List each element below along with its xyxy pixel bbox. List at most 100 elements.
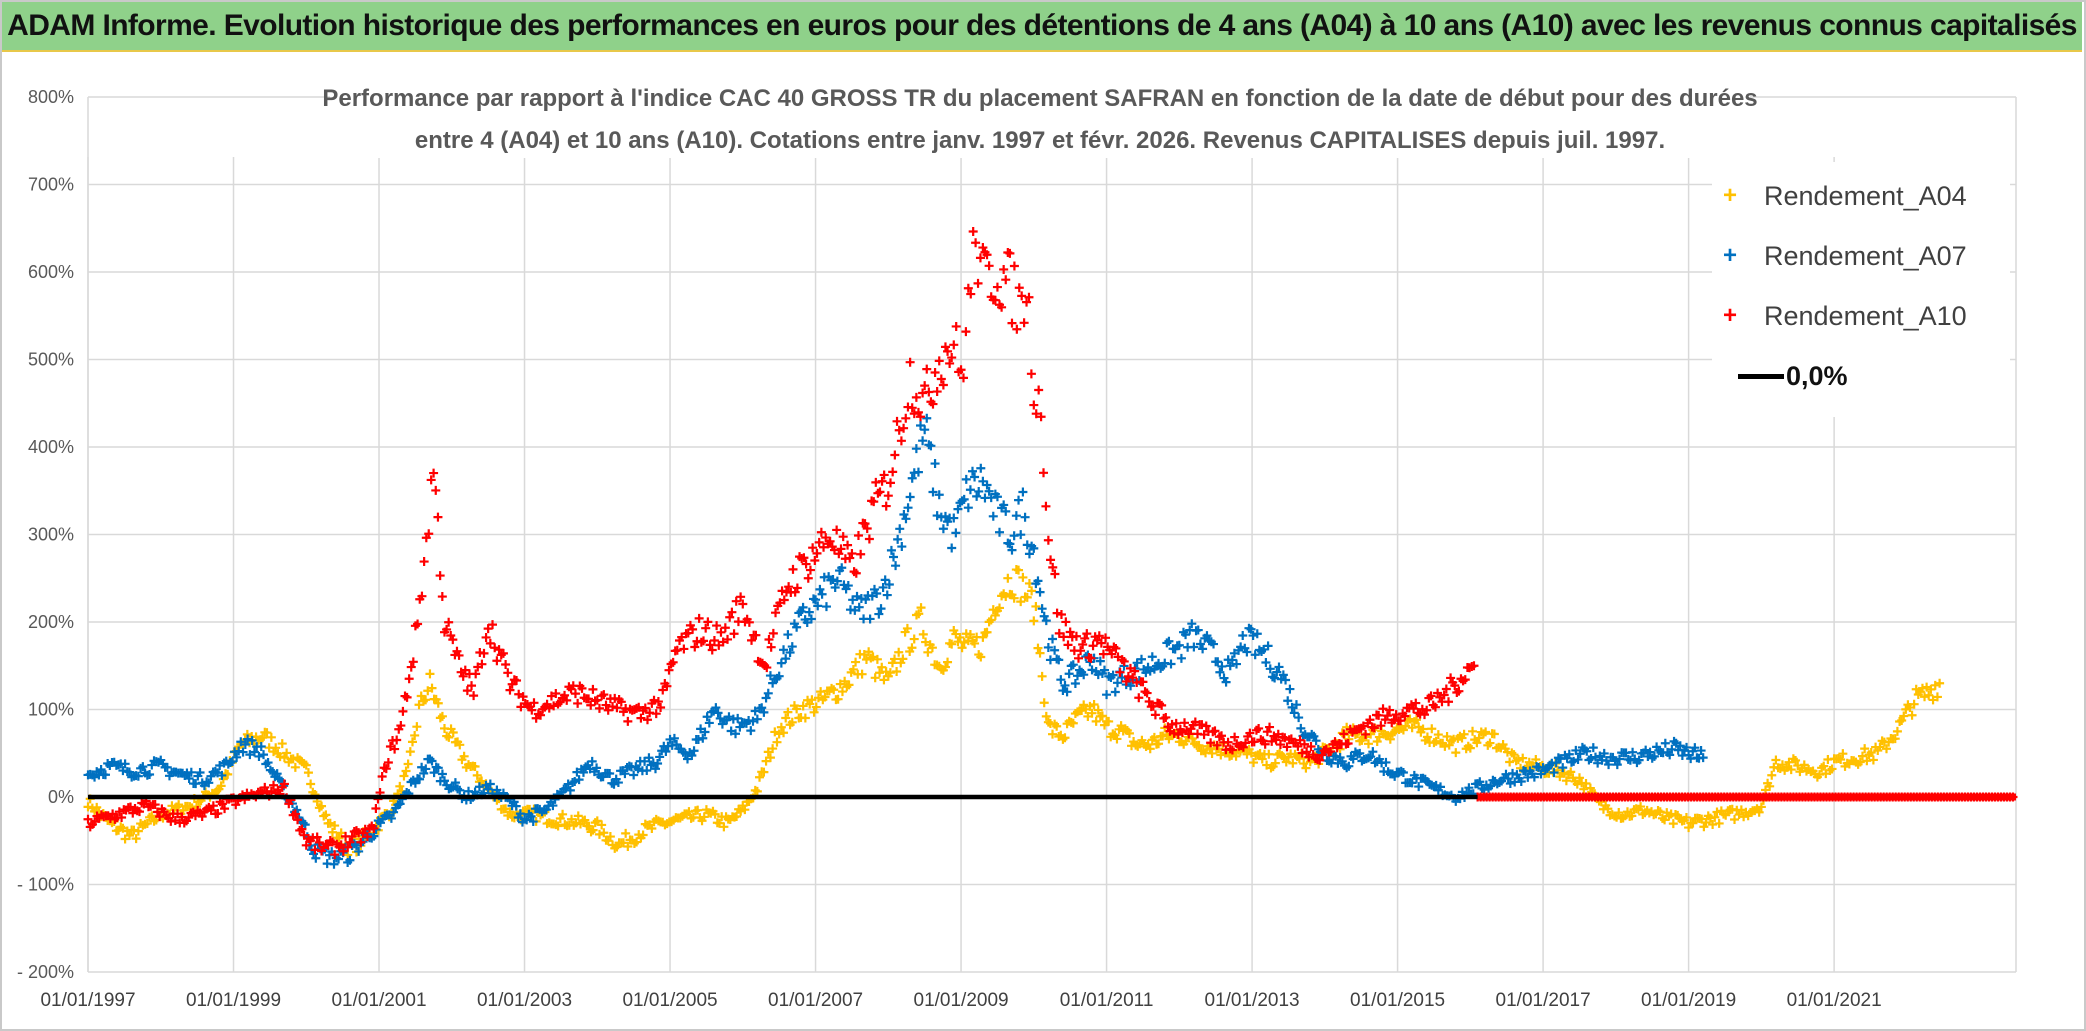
point-a07 bbox=[578, 767, 588, 777]
point-a04 bbox=[772, 737, 782, 747]
legend-item-a04[interactable]: + Rendement_A04 bbox=[1712, 176, 1967, 216]
point-a04 bbox=[1301, 763, 1311, 773]
point-a07 bbox=[1102, 690, 1112, 700]
point-a07 bbox=[1020, 512, 1030, 522]
point-a04 bbox=[1622, 807, 1632, 817]
point-a10 bbox=[477, 659, 487, 669]
point-a10 bbox=[150, 800, 160, 810]
point-a04 bbox=[1489, 729, 1499, 739]
point-a10 bbox=[1115, 667, 1125, 677]
point-a04 bbox=[1857, 751, 1867, 761]
point-a07 bbox=[928, 487, 938, 497]
point-a10 bbox=[1444, 697, 1454, 707]
point-a07 bbox=[1213, 657, 1223, 667]
point-a07 bbox=[1007, 545, 1017, 555]
point-a10 bbox=[471, 669, 481, 679]
point-a07 bbox=[485, 779, 495, 789]
point-a10 bbox=[492, 656, 502, 666]
point-a04 bbox=[1041, 711, 1051, 721]
point-a04 bbox=[1459, 729, 1469, 739]
point-a07 bbox=[1236, 642, 1246, 652]
point-a07 bbox=[605, 768, 615, 778]
point-a04 bbox=[1636, 802, 1646, 812]
point-a10 bbox=[1439, 690, 1449, 700]
legend-item-a07[interactable]: + Rendement_A07 bbox=[1712, 236, 1967, 276]
point-a10 bbox=[1426, 691, 1436, 701]
point-a10 bbox=[990, 295, 1000, 305]
point-a04 bbox=[1714, 818, 1724, 828]
point-a07 bbox=[1181, 630, 1191, 640]
point-a10 bbox=[1076, 646, 1086, 656]
point-a07 bbox=[947, 543, 957, 553]
point-a07 bbox=[731, 729, 741, 739]
point-a10 bbox=[890, 450, 900, 460]
point-a04 bbox=[1440, 741, 1450, 751]
report-banner: ADAM Informe. Evolution historique des p… bbox=[2, 2, 2082, 52]
point-a07 bbox=[1660, 738, 1670, 748]
point-a10 bbox=[377, 772, 387, 782]
point-a04 bbox=[1149, 732, 1159, 742]
point-a07 bbox=[311, 853, 321, 863]
point-a10 bbox=[651, 709, 661, 719]
point-a10 bbox=[1050, 569, 1060, 579]
point-a04 bbox=[459, 751, 469, 761]
point-a07 bbox=[609, 779, 619, 789]
point-a07 bbox=[433, 763, 443, 773]
point-a10 bbox=[1339, 729, 1349, 739]
point-a07 bbox=[204, 778, 214, 788]
point-a07 bbox=[876, 604, 886, 614]
point-a07 bbox=[1110, 687, 1120, 697]
point-a07 bbox=[783, 630, 793, 640]
point-a04 bbox=[1422, 732, 1432, 742]
point-a07 bbox=[967, 466, 977, 476]
point-a07 bbox=[515, 809, 525, 819]
point-a04 bbox=[621, 828, 631, 838]
point-a04 bbox=[647, 824, 657, 834]
point-a10 bbox=[1454, 686, 1464, 696]
point-a10 bbox=[290, 809, 300, 819]
point-a07 bbox=[698, 733, 708, 743]
point-a10 bbox=[812, 548, 822, 558]
point-a10 bbox=[1262, 727, 1272, 737]
point-a07 bbox=[1265, 664, 1275, 674]
point-a10 bbox=[653, 697, 663, 707]
legend-item-a10[interactable]: + Rendement_A10 bbox=[1712, 296, 1967, 336]
point-a10 bbox=[1111, 643, 1121, 653]
legend-item-zero[interactable]: 0,0% bbox=[1712, 356, 1848, 396]
point-a10 bbox=[1230, 732, 1240, 742]
point-a04 bbox=[943, 657, 953, 667]
point-a07 bbox=[236, 737, 246, 747]
point-a07 bbox=[1095, 656, 1105, 666]
point-a07 bbox=[787, 642, 797, 652]
point-a10 bbox=[488, 620, 498, 630]
point-a07 bbox=[1029, 543, 1039, 553]
point-a10 bbox=[978, 243, 988, 253]
point-a07 bbox=[1281, 675, 1291, 685]
point-a07 bbox=[911, 444, 921, 454]
point-a07 bbox=[872, 589, 882, 599]
point-a07 bbox=[455, 785, 465, 795]
point-a10 bbox=[924, 387, 934, 397]
point-a07 bbox=[1582, 746, 1592, 756]
point-a10 bbox=[501, 660, 511, 670]
point-a10 bbox=[433, 512, 443, 522]
point-a10 bbox=[592, 695, 602, 705]
point-a04 bbox=[800, 713, 810, 723]
point-a07 bbox=[811, 595, 821, 605]
point-a04 bbox=[1786, 765, 1796, 775]
point-a07 bbox=[1064, 669, 1074, 679]
point-a10 bbox=[1101, 633, 1111, 643]
point-a04 bbox=[1603, 804, 1613, 814]
point-a10 bbox=[856, 549, 866, 559]
point-a04 bbox=[433, 698, 443, 708]
point-a04 bbox=[732, 811, 742, 821]
point-a07 bbox=[1060, 680, 1070, 690]
point-a07 bbox=[661, 747, 671, 757]
point-a04 bbox=[1104, 716, 1114, 726]
point-a04 bbox=[965, 629, 975, 639]
point-a10 bbox=[1071, 631, 1081, 641]
point-a10 bbox=[1201, 721, 1211, 731]
x-tick-label: 01/01/2009 bbox=[914, 990, 1009, 1011]
point-a10 bbox=[945, 358, 955, 368]
point-a10 bbox=[1180, 718, 1190, 728]
